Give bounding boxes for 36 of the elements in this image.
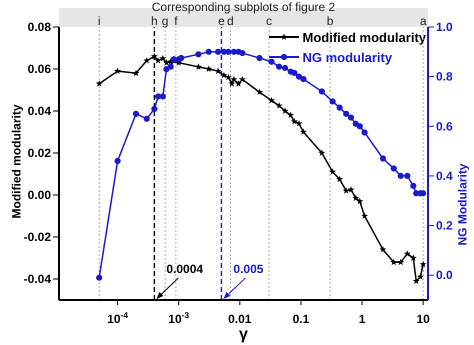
y2-tick-label: 0.4 (436, 168, 454, 183)
x-tick-label: 0.1 (292, 312, 310, 326)
ref-line-label: c (266, 14, 272, 28)
ref-line-label: h (151, 14, 158, 28)
legend-label: NG modularity (302, 50, 392, 64)
x-tick-label: 10$^{-4}$ (107, 310, 128, 326)
ref-line-label: f (174, 14, 178, 28)
y-tick-label: -0.02 (24, 230, 52, 244)
y2-tick-label: 0.6 (436, 119, 454, 134)
y-tick-label: 0.02 (28, 146, 52, 160)
y2-tick-label: 0.8 (436, 70, 454, 84)
y-tick-label: 0.06 (28, 62, 52, 76)
x-tick-label: 10$^{-3}$ (168, 310, 190, 326)
y-tick-label: -0.04 (24, 272, 52, 286)
y2-axis-title: NG Modularity (455, 163, 470, 246)
ref-line-label: b (326, 14, 334, 28)
y-axis-title: Modified modularity (9, 104, 24, 218)
chart-title: Corresponding subplots of figure 2 (150, 0, 336, 14)
y2-tick-label: 1.0 (436, 20, 454, 34)
ref-line-label: e (218, 14, 226, 28)
x-tick-label: 10 (416, 312, 430, 326)
y-tick-label: 0.00 (28, 188, 52, 202)
ref-line-label: i (98, 14, 101, 28)
y-tick-label: 0.08 (28, 20, 52, 34)
ref-line-label: a (420, 14, 427, 28)
x-axis-title: γ (239, 326, 248, 343)
y2-tick-label: 0.2 (436, 218, 454, 233)
x-tick-label: 0.01 (228, 312, 252, 326)
legend-label: Modified modularity (302, 30, 426, 44)
x-tick-label: 1 (358, 312, 366, 326)
y-tick-label: 0.04 (28, 104, 52, 118)
ref-line-label: d (227, 14, 234, 28)
annotation: 0.005 (233, 262, 264, 276)
ref-line-label: g (162, 14, 168, 28)
y2-tick-label: 0.0 (436, 268, 454, 282)
annotation: 0.0004 (166, 262, 204, 276)
